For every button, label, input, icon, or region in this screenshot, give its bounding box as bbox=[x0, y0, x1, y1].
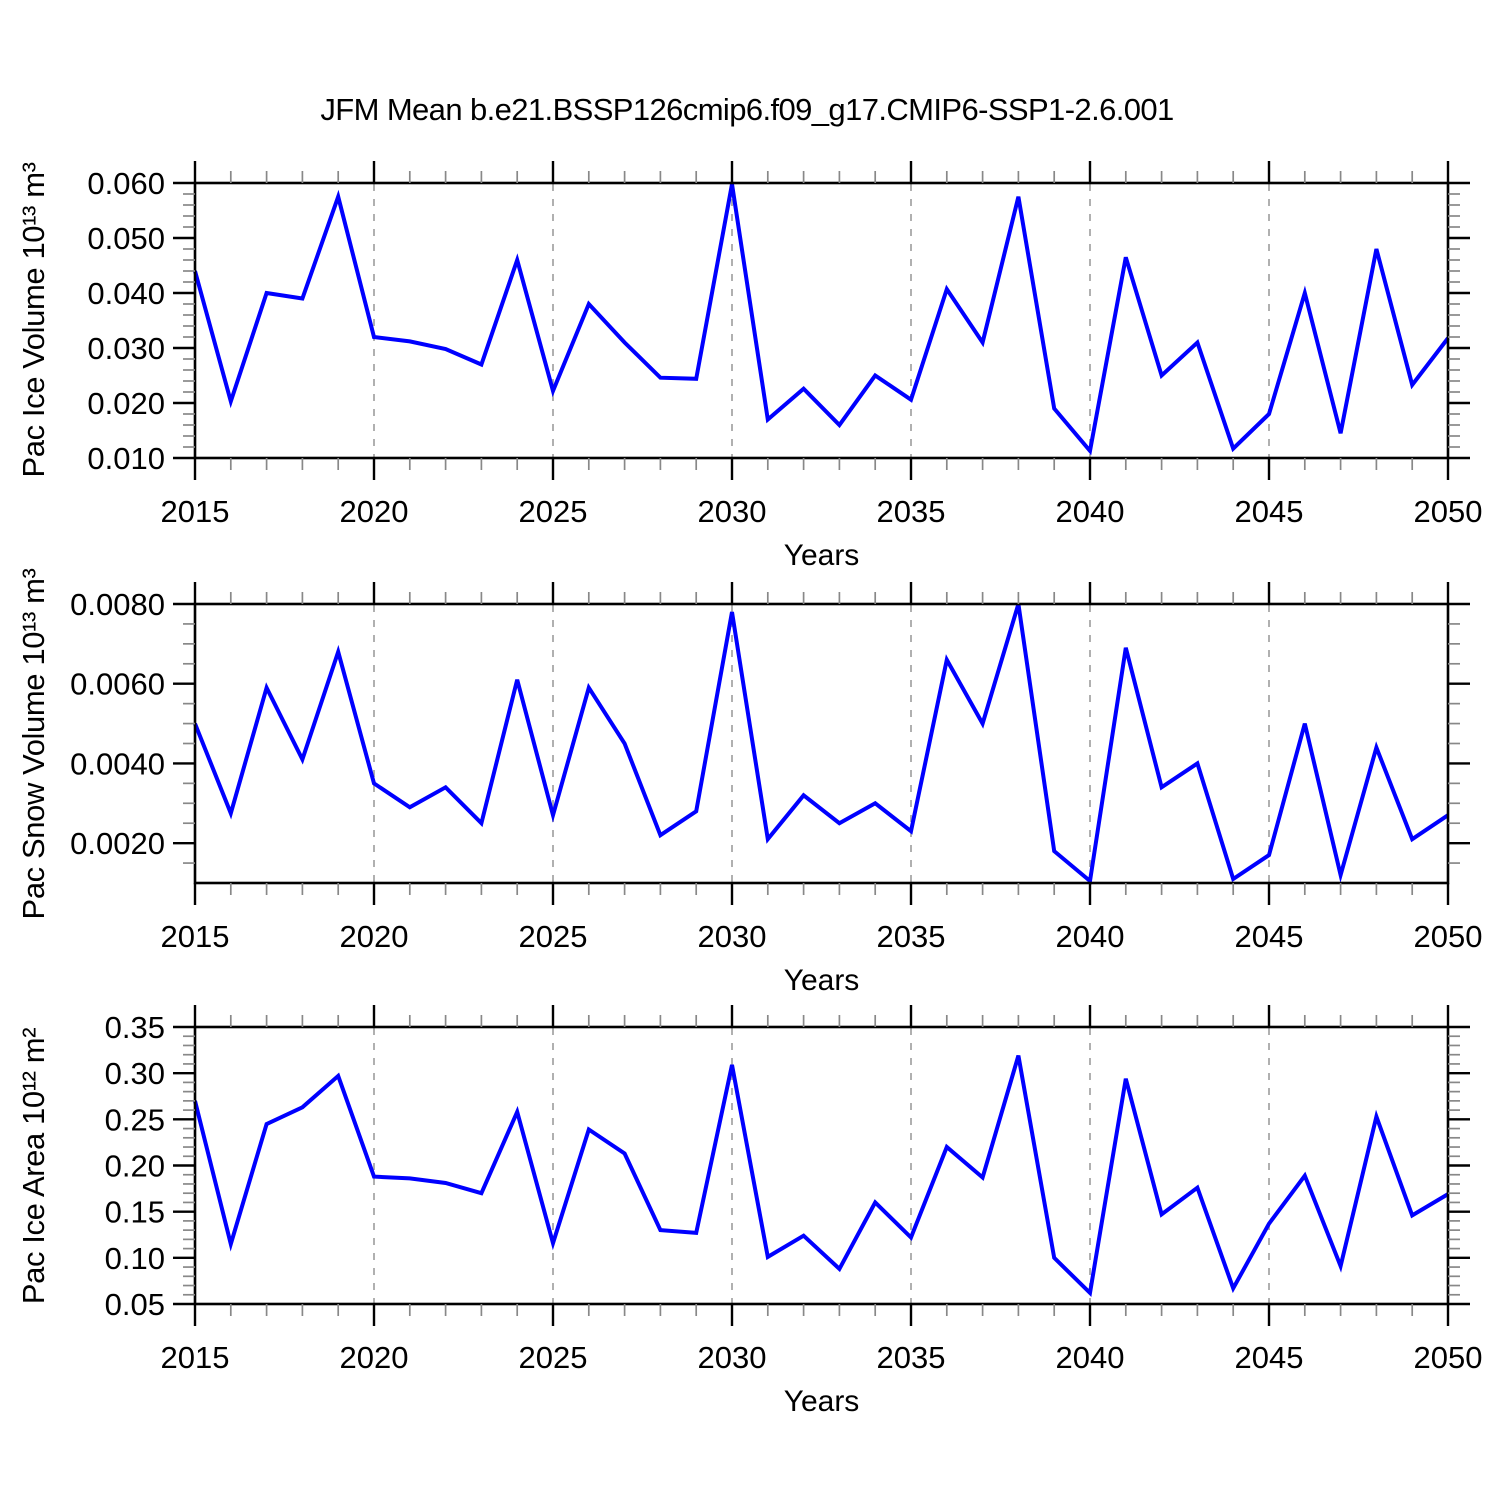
x-tick-label: 2020 bbox=[340, 494, 409, 529]
x-tick-label: 2040 bbox=[1056, 494, 1125, 529]
plot-border-panel-1 bbox=[193, 602, 1450, 885]
y-tick-label: 0.25 bbox=[105, 1102, 165, 1137]
x-tick-label: 2025 bbox=[519, 1340, 588, 1375]
y-tick-label: 0.0040 bbox=[70, 746, 165, 781]
x-tick-label: 2045 bbox=[1235, 1340, 1304, 1375]
x-tick-label: 2045 bbox=[1235, 919, 1304, 954]
y-tick-label: 0.05 bbox=[105, 1287, 165, 1322]
x-tick-label: 2040 bbox=[1056, 1340, 1125, 1375]
x-tick-label: 2045 bbox=[1235, 494, 1304, 529]
x-tick-label: 2035 bbox=[877, 494, 946, 529]
x-axis-title-panel-2: Years bbox=[784, 1385, 860, 1418]
y-tick-label: 0.050 bbox=[87, 221, 165, 256]
x-tick-label: 2025 bbox=[519, 494, 588, 529]
y-tick-label: 0.0080 bbox=[70, 587, 165, 622]
x-axis-title-panel-0: Years bbox=[784, 539, 860, 572]
figure-title: JFM Mean b.e21.BSSP126cmip6.f09_g17.CMIP… bbox=[320, 92, 1174, 127]
x-axis-title-panel-1: Years bbox=[784, 964, 860, 997]
y-tick-label: 0.0060 bbox=[70, 667, 165, 702]
plot-border-panel-0 bbox=[193, 181, 1450, 460]
series-line-panel-2 bbox=[193, 1055, 1450, 1298]
plot-border-panel-2 bbox=[193, 1025, 1450, 1306]
y-tick-label: 0.15 bbox=[105, 1195, 165, 1230]
series-line-panel-0 bbox=[193, 183, 1450, 456]
x-tick-label: 2035 bbox=[877, 919, 946, 954]
x-tick-label: 2015 bbox=[161, 1340, 230, 1375]
x-tick-label: 2030 bbox=[698, 1340, 767, 1375]
x-tick-label: 2015 bbox=[161, 919, 230, 954]
y-tick-label: 0.030 bbox=[87, 331, 165, 366]
x-tick-label: 2020 bbox=[340, 1340, 409, 1375]
x-tick-label: 2035 bbox=[877, 1340, 946, 1375]
y-tick-label: 0.20 bbox=[105, 1149, 165, 1184]
y-tick-label: 0.0020 bbox=[70, 826, 165, 861]
x-tick-label: 2030 bbox=[698, 919, 767, 954]
x-tick-label: 2040 bbox=[1056, 919, 1125, 954]
x-tick-label: 2050 bbox=[1414, 494, 1483, 529]
y-tick-label: 0.35 bbox=[105, 1010, 165, 1045]
x-tick-label: 2020 bbox=[340, 919, 409, 954]
x-tick-label: 2030 bbox=[698, 494, 767, 529]
series-line-panel-1 bbox=[193, 603, 1450, 885]
x-tick-label: 2025 bbox=[519, 919, 588, 954]
x-tick-label: 2050 bbox=[1414, 1340, 1483, 1375]
y-tick-label: 0.10 bbox=[105, 1241, 165, 1276]
y-tick-label: 0.30 bbox=[105, 1056, 165, 1091]
x-tick-label: 2050 bbox=[1414, 919, 1483, 954]
y-tick-label: 0.040 bbox=[87, 276, 165, 311]
x-tick-label: 2015 bbox=[161, 494, 230, 529]
y-tick-label: 0.020 bbox=[87, 386, 165, 421]
y-tick-label: 0.060 bbox=[87, 166, 165, 201]
y-tick-label: 0.010 bbox=[87, 441, 165, 476]
